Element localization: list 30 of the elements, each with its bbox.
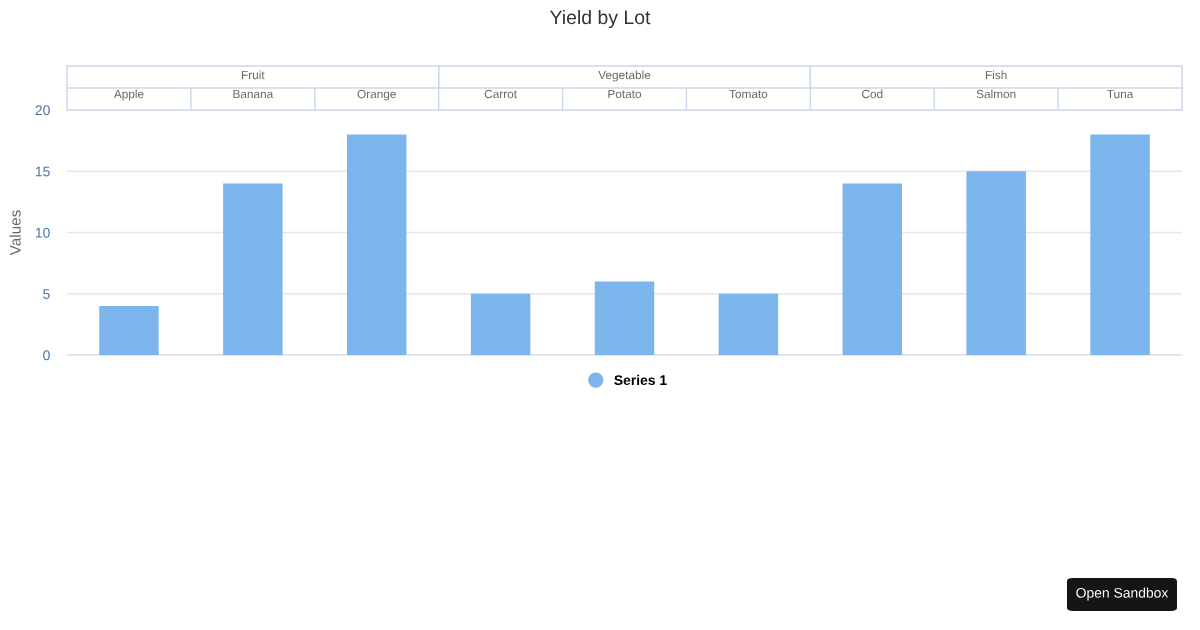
text: Fish xyxy=(985,70,1007,80)
y-axis-title: Values xyxy=(9,210,21,256)
bar xyxy=(966,171,1026,355)
y-tick-label: 15 xyxy=(35,166,50,177)
legend-label: Series 1 xyxy=(614,374,667,386)
y-tick-label: 10 xyxy=(35,227,50,238)
x-tick-label: Banana xyxy=(233,89,274,99)
x-tick-label: Apple xyxy=(113,89,144,101)
x-tick-label: Tuna xyxy=(1107,89,1134,99)
text: Vegetable xyxy=(598,70,651,82)
x-tick-label: Potato xyxy=(608,89,642,99)
text: Open Sandbox xyxy=(1076,587,1169,601)
text: Fruit xyxy=(242,70,265,80)
bar xyxy=(346,134,407,355)
y-tick-label: 5 xyxy=(43,289,50,299)
chart-title: Yield by Lot xyxy=(549,9,651,29)
x-tick-label: Carrot xyxy=(484,89,517,99)
x-tick-label: Cod xyxy=(862,89,883,99)
y-tick-label: 0 xyxy=(43,350,50,361)
x-tick-label: Orange xyxy=(357,89,396,101)
bar xyxy=(99,306,159,355)
x-tick-label: Salmon xyxy=(976,89,1016,99)
bar xyxy=(594,281,655,355)
x-tick-label: Tomato xyxy=(729,89,768,99)
bar xyxy=(1090,134,1150,355)
bar xyxy=(470,293,531,355)
bar xyxy=(842,183,903,355)
bar xyxy=(223,183,283,355)
bar xyxy=(718,293,779,355)
y-tick-label: 20 xyxy=(35,105,50,116)
